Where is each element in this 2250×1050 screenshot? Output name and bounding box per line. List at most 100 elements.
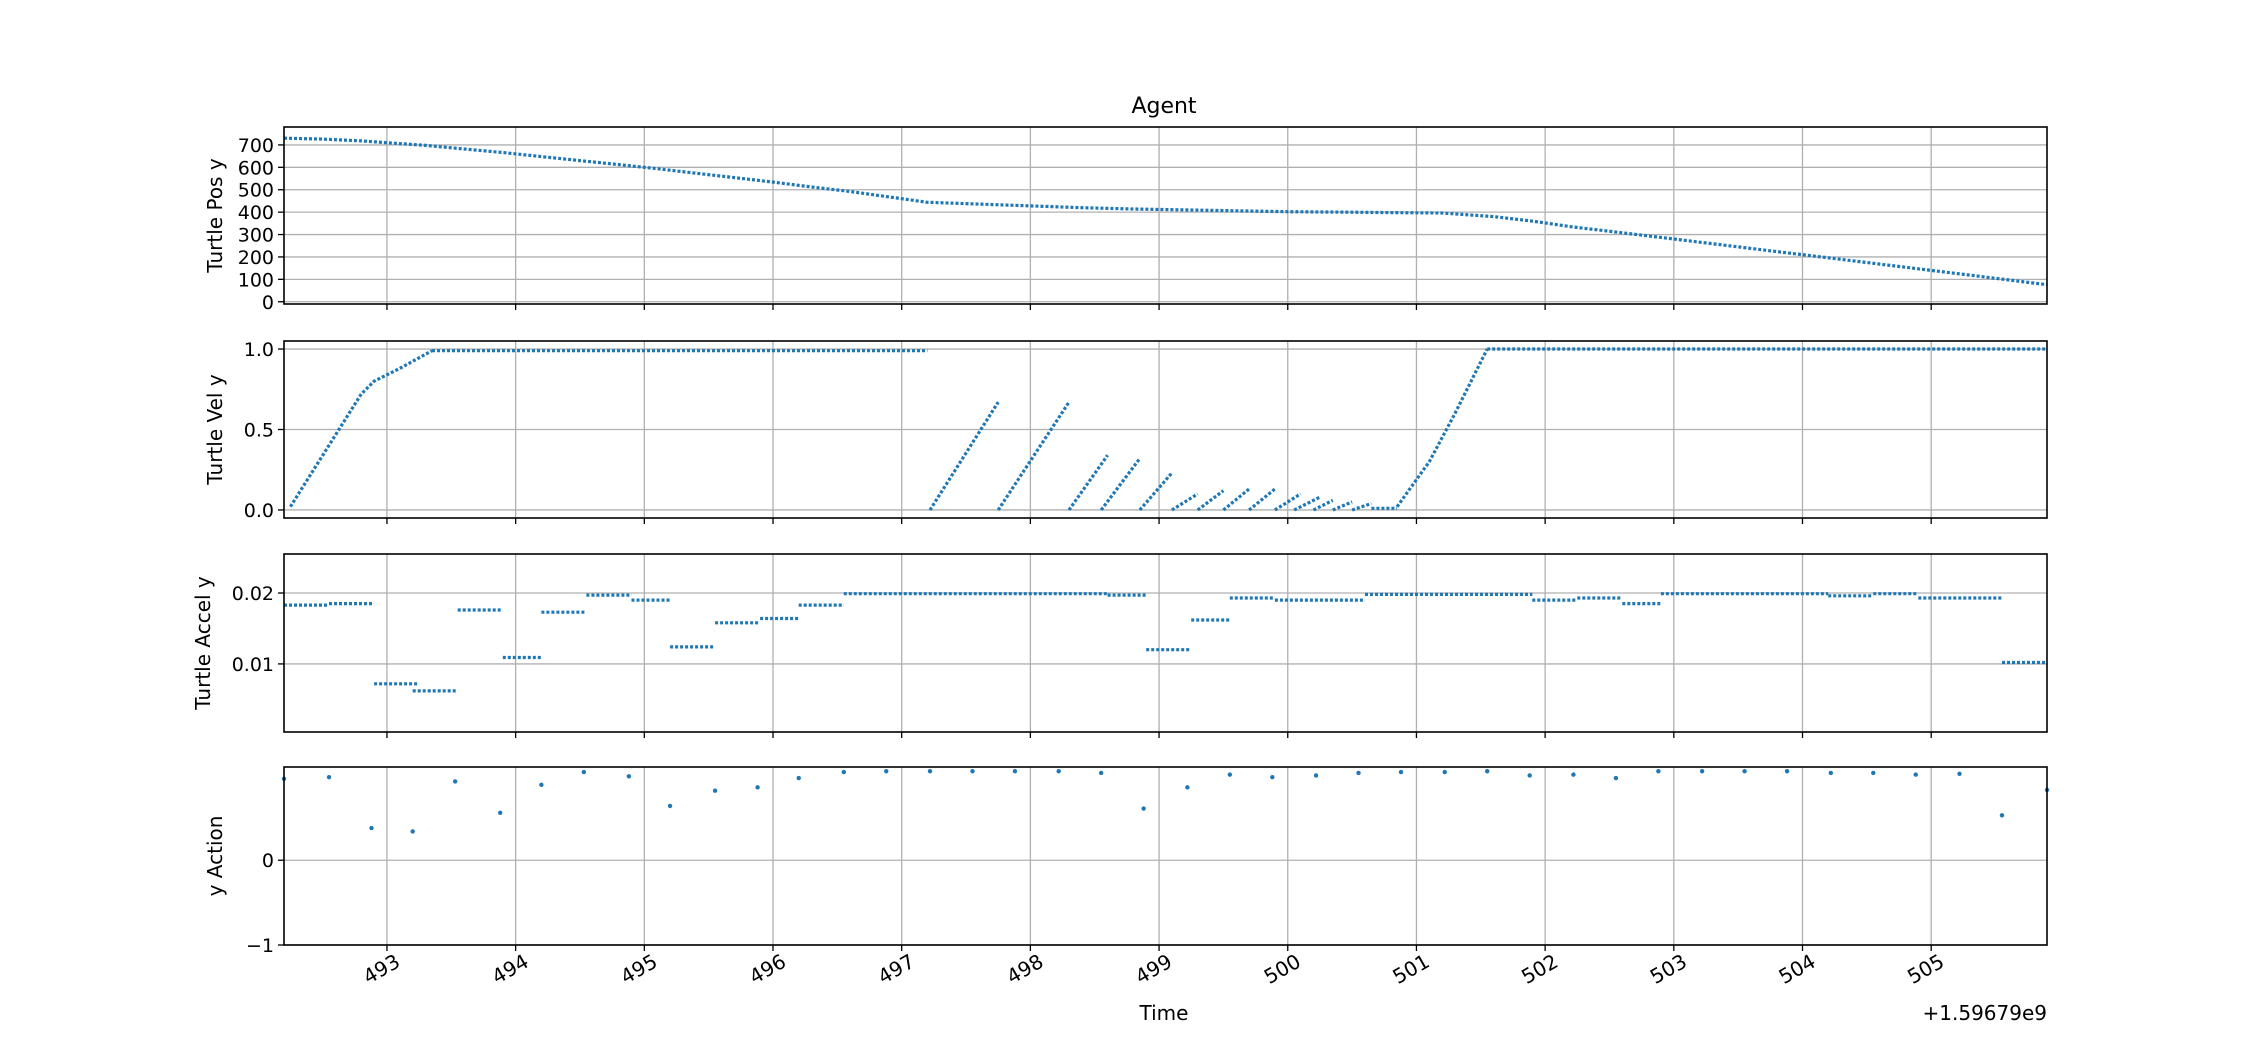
y-tick-label: 0.0: [244, 500, 274, 522]
x-tick-label: 499: [1131, 949, 1176, 989]
x-tick-label: 505: [1903, 949, 1948, 989]
y-tick-label: 100: [238, 269, 274, 291]
x-axis-label: Time: [1139, 1001, 1189, 1025]
y-tick-label: 500: [238, 180, 274, 202]
data-point: [796, 775, 801, 781]
y-tick-label: −1: [246, 935, 274, 957]
data-point: [539, 782, 544, 787]
x-tick-label: 503: [1646, 949, 1691, 989]
x-tick-label: 494: [488, 949, 533, 989]
y-tick-label: 700: [238, 135, 274, 157]
data-point: [667, 803, 673, 809]
data-point: [1913, 772, 1918, 777]
x-tick-label: 501: [1388, 949, 1433, 989]
data-point: [1571, 772, 1576, 777]
data-point: [884, 769, 889, 774]
panel-2: 0.0 0.5 1.0 Turtle Vel y: [203, 339, 2048, 524]
x-tick-label: 502: [1517, 949, 1562, 989]
axes-frame: [283, 766, 2048, 946]
data-point: [1784, 769, 1790, 774]
data-series-segment: [1196, 489, 1225, 512]
y-axis-label: y Action: [203, 816, 227, 897]
data-point: [1270, 774, 1275, 780]
data-series-segment: [1312, 498, 1334, 512]
data-series-segment: [928, 401, 1000, 511]
data-point: [581, 769, 587, 775]
axes-frame: [283, 126, 2048, 305]
data-series-segment: [1293, 495, 1321, 512]
data-point: [970, 769, 975, 774]
data-point: [755, 785, 760, 790]
panel-4: −1 0 y Action 493 494 495 496 497 498 499 500 501 50…: [203, 766, 2050, 989]
data-point: [369, 825, 374, 831]
y-tick-label: 0.02: [232, 583, 274, 605]
x-tick-label: 495: [616, 949, 661, 989]
data-point: [1957, 771, 1962, 776]
data-point: [1699, 769, 1705, 774]
data-point: [1141, 806, 1146, 811]
data-point: [1871, 770, 1876, 776]
data-series-segment: [1171, 492, 1199, 512]
data-point: [1999, 813, 2005, 818]
data-point: [410, 829, 415, 834]
x-offset-label: +1.59679e9: [1923, 1001, 2048, 1025]
y-tick-label: 0.5: [244, 420, 274, 442]
y-tick-label: 300: [238, 225, 274, 247]
figure-title: Agent: [1131, 94, 1196, 119]
data-point: [1012, 769, 1018, 774]
data-series-segment: [1099, 457, 1142, 511]
data-point: [626, 774, 632, 779]
data-point: [1356, 770, 1361, 776]
x-tick-label: 493: [359, 949, 404, 989]
data-point: [1398, 769, 1404, 775]
data-point: [326, 774, 332, 780]
data-point: [712, 788, 718, 793]
y-tick-label: 0: [262, 850, 274, 872]
data-point: [1442, 769, 1447, 775]
data-series-segment: [283, 136, 2048, 287]
data-series-segment: [1395, 348, 1489, 508]
data-point: [1313, 773, 1319, 778]
data-series-segment: [289, 349, 433, 508]
x-tick-label: 496: [745, 949, 790, 989]
data-point: [1227, 772, 1233, 777]
panel-3: 0.01 0.02 Turtle Accel y: [191, 553, 2048, 738]
y-axis-label: Turtle Vel y: [203, 374, 227, 485]
x-tick-label: 498: [1002, 949, 1047, 989]
data-series-segment: [1274, 492, 1302, 512]
data-series-segment: [996, 401, 1071, 511]
data-point: [1742, 769, 1747, 774]
y-tick-label: 1.0: [244, 339, 274, 361]
x-tick-label: 504: [1774, 949, 1819, 989]
data-point: [452, 779, 458, 784]
y-tick-label: 600: [238, 157, 274, 179]
data-series-segment: [1248, 487, 1276, 512]
data-point: [1185, 785, 1190, 790]
data-point: [497, 810, 503, 815]
x-tick-label: 500: [1260, 949, 1305, 989]
data-point: [841, 769, 846, 775]
data-point: [1485, 769, 1490, 774]
y-tick-label: 0: [262, 292, 274, 314]
data-point: [1056, 769, 1061, 774]
x-tick-label: 497: [874, 949, 919, 989]
data-point: [1613, 775, 1619, 781]
data-series-segment: [1138, 471, 1174, 512]
data-series-segment: [1332, 500, 1353, 512]
data-series-segment: [1067, 454, 1109, 511]
data-series-segment: [1351, 501, 1372, 512]
y-tick-label: 200: [238, 247, 274, 269]
y-axis-label: Turtle Accel y: [191, 576, 215, 711]
data-point: [1656, 769, 1661, 774]
data-series-segment: [1222, 487, 1251, 512]
y-tick-label: 400: [238, 202, 274, 224]
data-point: [927, 769, 933, 774]
data-point: [1828, 770, 1834, 776]
axes-frame: [283, 553, 2048, 733]
y-tick-label: 0.01: [232, 654, 274, 676]
data-point: [1098, 770, 1104, 776]
y-axis-label: Turtle Pos y: [203, 158, 227, 274]
